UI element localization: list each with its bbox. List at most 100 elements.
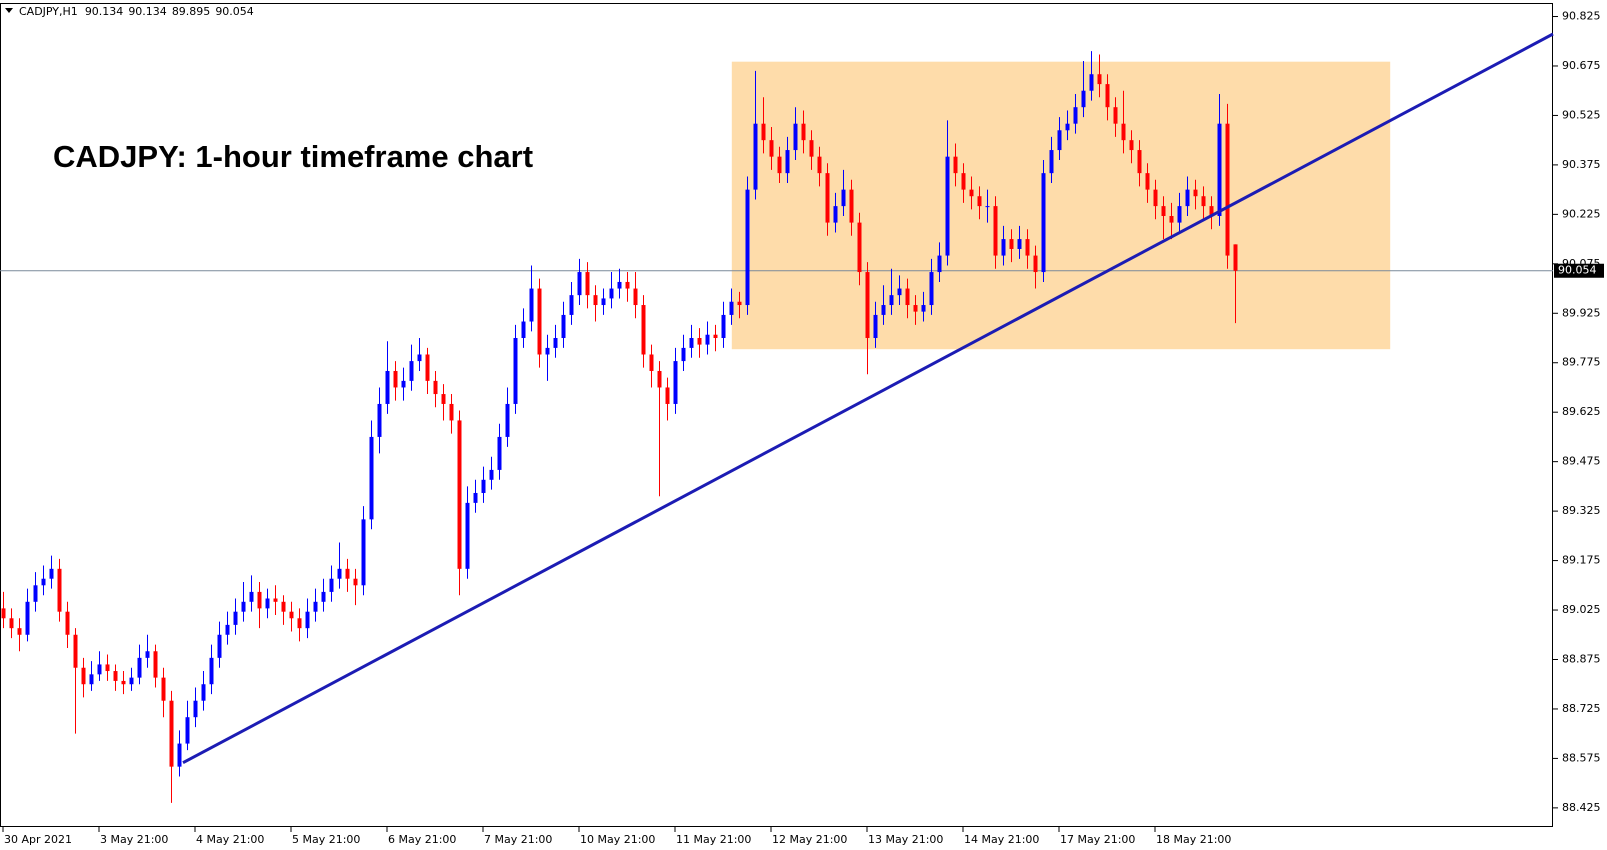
candle-body <box>1009 239 1014 249</box>
candle-body <box>329 578 334 592</box>
candle-body <box>1041 173 1046 273</box>
y-tick-label: 89.625 <box>1562 405 1601 418</box>
y-tick-label: 89.325 <box>1562 504 1601 517</box>
header: CADJPY,H1 90.134 90.134 89.895 90.054 <box>19 5 254 18</box>
candle-body <box>537 288 542 355</box>
candle-body <box>401 380 406 388</box>
candle-body <box>73 634 78 668</box>
candle-body <box>425 354 430 381</box>
candle-body <box>529 288 534 322</box>
candle-body <box>593 295 598 306</box>
candle-body <box>801 123 806 141</box>
candle-body <box>953 156 958 174</box>
candle-body <box>1153 189 1158 207</box>
y-tick-label: 89.175 <box>1562 554 1601 567</box>
candle-body <box>921 305 926 312</box>
candle-body <box>617 281 622 289</box>
candle-body <box>985 206 990 208</box>
candle-body <box>1137 150 1142 174</box>
candle-body <box>417 354 422 362</box>
candle-body <box>873 314 878 339</box>
candle-body <box>1177 206 1182 223</box>
candle-body <box>1033 255 1038 273</box>
x-tick-label: 10 May 21:00 <box>580 833 655 846</box>
candle-body <box>1049 150 1054 174</box>
candle-body <box>289 611 294 619</box>
candle-body <box>689 338 694 348</box>
y-tick-label: 89.475 <box>1562 455 1601 468</box>
candle-body <box>777 156 782 174</box>
candle-body <box>89 674 94 685</box>
y-tick-label: 90.825 <box>1562 10 1601 23</box>
x-tick-label: 14 May 21:00 <box>964 833 1039 846</box>
candle-body <box>25 601 30 635</box>
candle-body <box>825 173 830 223</box>
candle-body <box>505 403 510 437</box>
symbol: CADJPY,H1 <box>19 5 78 18</box>
candle-body <box>681 347 686 362</box>
x-tick-label: 12 May 21:00 <box>772 833 847 846</box>
candle-body <box>121 680 126 685</box>
y-tick-label: 89.925 <box>1562 306 1601 319</box>
candle-body <box>793 123 798 151</box>
y-tick-label: 90.375 <box>1562 158 1601 171</box>
candle-body <box>241 601 246 612</box>
candle-body <box>857 222 862 273</box>
candle-body <box>1209 206 1214 217</box>
y-tick-label: 88.425 <box>1562 801 1601 814</box>
candle-body <box>1073 107 1078 124</box>
y-tick-label: 88.575 <box>1562 751 1601 764</box>
candle-body <box>57 568 62 612</box>
annotation: CADJPY: 1-hour timeframe chart <box>53 139 533 174</box>
candle-body <box>673 361 678 404</box>
candle-body <box>1121 123 1126 141</box>
menu-triangle <box>5 8 13 13</box>
candle-body <box>585 272 590 296</box>
candle-body <box>577 272 582 296</box>
candle-body <box>1193 189 1198 197</box>
candle-body <box>969 189 974 197</box>
candle-body <box>345 568 350 579</box>
candle-body <box>9 618 14 629</box>
candle-body <box>369 436 374 520</box>
candle-body <box>785 150 790 174</box>
candle-body <box>297 618 302 629</box>
candle-body <box>641 305 646 355</box>
candle-body <box>745 189 750 306</box>
candle-body <box>769 140 774 157</box>
candle-body <box>833 206 838 223</box>
candle-body <box>601 298 606 306</box>
candle-body <box>1169 216 1174 223</box>
x-tick-label: 6 May 21:00 <box>388 833 456 846</box>
candle-body <box>513 338 518 404</box>
candle-body <box>377 403 382 437</box>
candle-body <box>521 321 526 339</box>
candle-body <box>481 479 486 493</box>
candle-body <box>177 743 182 767</box>
price-label-bg <box>1554 263 1604 278</box>
candle-body <box>217 634 222 658</box>
candle-body <box>497 436 502 470</box>
candle-body <box>657 370 662 388</box>
candle-body <box>233 611 238 625</box>
candle-body <box>697 338 702 345</box>
candle-body <box>553 338 558 348</box>
candle-body <box>897 288 902 296</box>
candle-body <box>753 123 758 190</box>
ohlc-high: 90.134 <box>128 5 167 18</box>
candle-body <box>1129 140 1134 151</box>
candle-body <box>145 651 150 658</box>
candle-body <box>41 578 46 586</box>
candle-body <box>321 591 326 602</box>
x-tick-label: 17 May 21:00 <box>1060 833 1135 846</box>
candle-body <box>937 255 942 273</box>
x-tick-label: 18 May 21:00 <box>1156 833 1231 846</box>
candle-body <box>1025 239 1030 256</box>
candle-body <box>185 717 190 744</box>
candle-body <box>489 469 494 480</box>
y-tick-label: 88.875 <box>1562 652 1601 665</box>
candle-body <box>33 585 38 602</box>
candle-body <box>1113 107 1118 124</box>
x-tick-label: 5 May 21:00 <box>292 833 360 846</box>
